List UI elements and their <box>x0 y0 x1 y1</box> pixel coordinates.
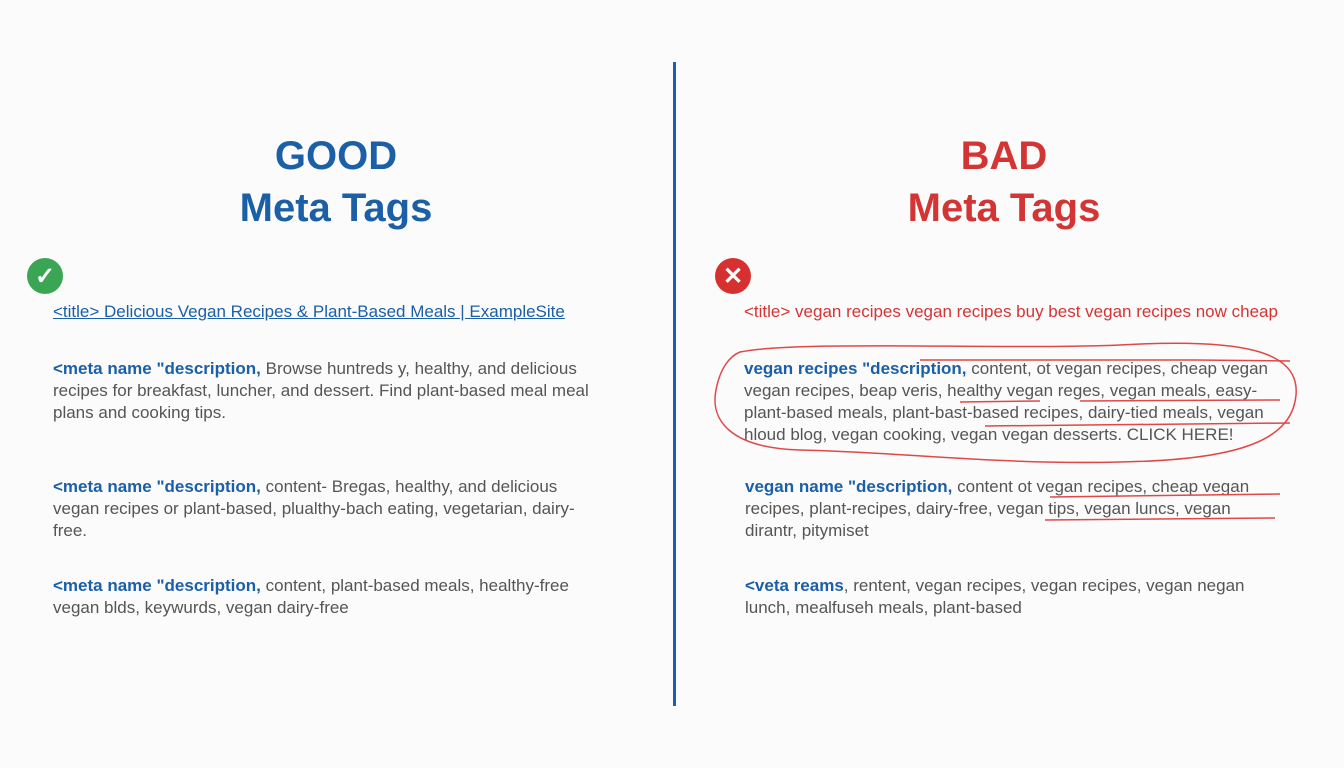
good-heading-line2: Meta Tags <box>239 186 433 230</box>
meta-tag-label: <meta name "description, <box>53 359 261 378</box>
bad-heading-line1: BAD <box>960 134 1048 178</box>
check-circle-icon: ✓ <box>27 258 63 294</box>
meta-content: Browse huntreds y, healthy, and deliciou… <box>53 359 589 422</box>
good-meta-block-2: <meta name "description, content- Bregas… <box>53 476 593 542</box>
bad-meta-block-2: vegan name "description, content ot vega… <box>745 476 1285 542</box>
bad-meta-block-3: <veta reams, rentent, vegan recipes, veg… <box>745 575 1275 619</box>
divider <box>673 62 676 706</box>
good-title-tag: <title> Delicious Vegan Recipes & Plant-… <box>53 302 565 321</box>
bad-heading: BAD Meta Tags <box>704 130 1304 234</box>
meta-content: content ot vegan recipes, cheap vegan re… <box>745 477 1250 540</box>
meta-tag-label: vegan name "description, <box>745 477 953 496</box>
meta-tag-label: <meta name "description, <box>53 576 261 595</box>
meta-tag-label: vegan recipes "description, <box>744 359 967 378</box>
meta-tag-label: <veta reams <box>745 576 844 595</box>
bad-heading-line2: Meta Tags <box>907 186 1101 230</box>
good-meta-block-3: <meta name "description, content, plant-… <box>53 575 583 619</box>
bad-meta-block-1: vegan recipes "description, content, ot … <box>744 358 1294 446</box>
good-heading: GOOD Meta Tags <box>36 130 636 234</box>
meta-content: , rentent, vegan recipes, vegan recipes,… <box>745 576 1245 617</box>
x-circle-icon: ✕ <box>715 258 751 294</box>
meta-tag-label: <meta name "description, <box>53 477 261 496</box>
good-heading-line1: GOOD <box>274 134 398 178</box>
meta-content: content- Bregas, healthy, and delicious … <box>53 477 575 540</box>
good-meta-block-1: <meta name "description, Browse huntreds… <box>53 358 613 424</box>
bad-title-tag: <title> vegan recipes vegan recipes buy … <box>744 302 1278 321</box>
meta-content: content, plant-based meals, healthy-free… <box>53 576 569 617</box>
